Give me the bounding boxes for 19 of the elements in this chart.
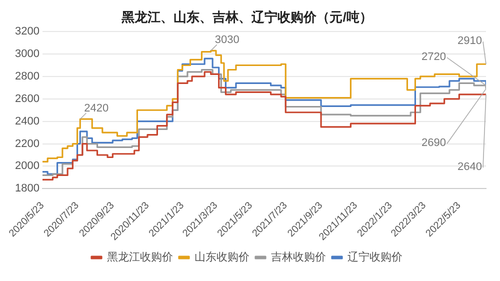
annotation: 2910 — [458, 35, 482, 48]
annotation: 2420 — [84, 102, 109, 115]
chart-title: 黑龙江、山东、吉林、辽宁收购价（元/吨） — [120, 9, 372, 24]
y-tick-label: 3200 — [14, 26, 40, 38]
y-tick-label: 1800 — [14, 182, 40, 195]
legend-label: 吉林收购价 — [271, 250, 326, 264]
legend-label: 辽宁收购价 — [348, 250, 402, 264]
y-tick-label: 2400 — [14, 115, 40, 128]
y-tick-label: 2600 — [14, 92, 40, 105]
annotation: 2690 — [422, 137, 446, 150]
annotation: 2720 — [422, 51, 446, 64]
y-tick-label: 3000 — [14, 48, 40, 60]
annotation: 2640 — [458, 161, 482, 174]
y-tick-label: 2800 — [14, 70, 40, 83]
y-tick-label: 2000 — [14, 160, 40, 172]
legend-label: 黑龙江收购价 — [107, 250, 173, 264]
annotation: 3030 — [214, 34, 240, 46]
y-tick-label: 2200 — [14, 138, 40, 150]
legend-label: 山东收购价 — [194, 250, 250, 264]
